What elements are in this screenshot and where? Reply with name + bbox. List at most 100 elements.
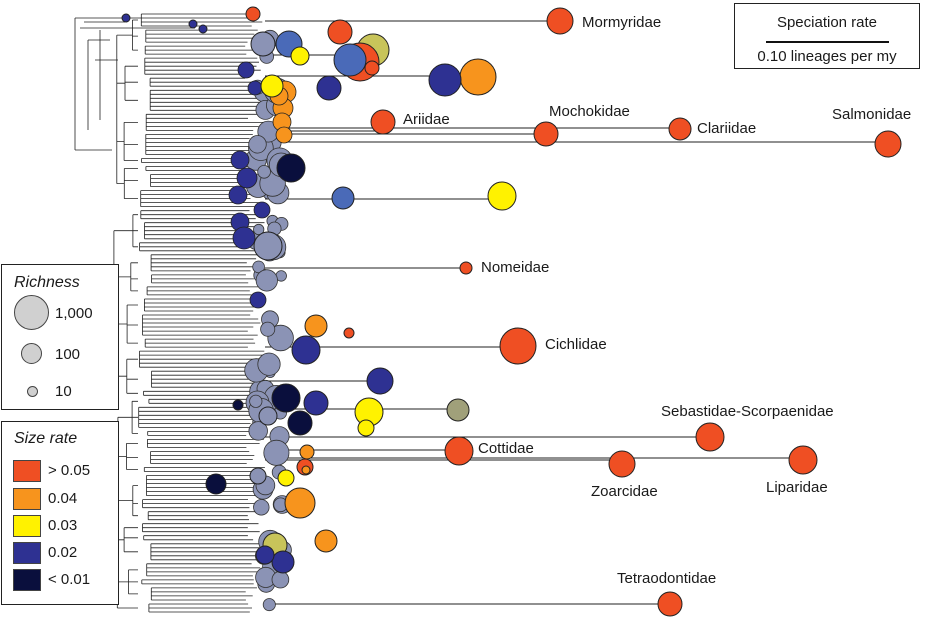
size-rate-item: < 0.01 (13, 569, 113, 592)
label-nomeidae: Nomeidae (481, 259, 549, 276)
richness-item-100: 100 (12, 343, 117, 369)
highlighted-tip-circle (333, 43, 367, 77)
label-salmonidae: Salmonidae (832, 106, 911, 123)
label-ariidae: Ariidae (403, 111, 450, 128)
highlighted-tip-circle (459, 58, 497, 96)
blue-tip-circle (237, 61, 255, 79)
highlighted-tip-circle (205, 473, 227, 495)
size-rate-swatch (13, 569, 41, 591)
background-tip-circle (257, 352, 281, 376)
label-zoarcidae: Zoarcidae (591, 483, 658, 500)
size-rate-item: 0.02 (13, 542, 113, 565)
highlighted-tip-circle (277, 469, 295, 487)
blue-tip-circle (253, 201, 271, 219)
highlighted-tip-circle (316, 75, 342, 101)
highlighted-tip-circle (314, 529, 338, 553)
highlighted-tip-circle (695, 422, 725, 452)
background-tip-circle (271, 570, 290, 589)
highlighted-tip-circle (245, 6, 261, 22)
highlighted-tip-circle (668, 117, 692, 141)
size-rate-swatch (13, 542, 41, 564)
highlighted-tip-circle (250, 31, 276, 57)
highlighted-tip-circle (188, 19, 198, 29)
highlighted-tip-circle (290, 46, 310, 66)
highlighted-tip-circle (444, 436, 474, 466)
size-rate-item: 0.03 (13, 515, 113, 538)
size-rate-item: > 0.05 (13, 460, 113, 483)
richness-label: 100 (55, 346, 81, 363)
size-rate-swatch (13, 460, 41, 482)
highlighted-tip-circle (657, 591, 683, 617)
speciation-rate-legend: Speciation rate 0.10 lineages per my (734, 3, 920, 69)
size-rate-label: 0.02 (48, 544, 78, 561)
highlighted-tip-circle (608, 450, 636, 478)
highlighted-tip-circle (874, 130, 902, 158)
background-tip-circle (263, 439, 290, 466)
label-cichlidae: Cichlidae (545, 336, 607, 353)
background-tip-circle (260, 321, 276, 337)
blue-tip-circle (228, 185, 248, 205)
highlighted-tip-circle (258, 406, 278, 426)
blue-tip-circle (232, 226, 256, 250)
highlighted-tip-circle (121, 13, 131, 23)
highlighted-tip-circle (366, 367, 394, 395)
size-rate-item: 0.04 (13, 488, 113, 511)
size-rate-label: < 0.01 (48, 571, 91, 588)
size-rate-label: 0.03 (48, 517, 78, 534)
highlighted-tip-circle (198, 24, 208, 34)
background-tip-circle (262, 598, 276, 612)
richness-item-10: 10 (12, 383, 117, 403)
background-tip-circle (252, 260, 265, 274)
highlighted-tip-circle (459, 261, 473, 275)
speciation-scale-bar (766, 41, 889, 43)
highlighted-tip-circle (260, 74, 284, 98)
richness-label: 10 (55, 383, 72, 400)
highlighted-tip-circle (357, 419, 375, 437)
highlighted-tip-circle (446, 398, 470, 422)
highlighted-tip-circle (304, 314, 328, 338)
highlighted-tip-circle (299, 444, 315, 460)
highlighted-tip-circle (301, 465, 311, 475)
highlighted-tip-circle (331, 186, 355, 210)
tree-branches (74, 13, 265, 613)
highlighted-tip-circle (271, 550, 295, 574)
size-rate-swatch (13, 515, 41, 537)
label-mormyridae: Mormyridae (582, 14, 661, 31)
highlighted-tip-circle (327, 19, 353, 45)
background-tip-circle (248, 135, 267, 154)
richness-circle-medium (21, 343, 42, 364)
blue-tip-circle (247, 80, 263, 96)
richness-circle-large (14, 295, 49, 330)
blue-tip-circle (236, 167, 258, 189)
highlighted-tip-circles (121, 6, 902, 617)
background-tip-circle (249, 394, 263, 408)
size-rate-legend-title: Size rate (14, 430, 78, 447)
family-labels: Mormyridae Ariidae Mochokidae Clariidae … (403, 14, 911, 587)
label-cottidae: Cottidae (478, 440, 534, 457)
highlighted-tip-circle (428, 63, 462, 97)
phylogenetic-tree (74, 13, 265, 613)
highlighted-tip-circle (364, 60, 380, 76)
highlighted-tip-circle (370, 109, 396, 135)
richness-legend-title: Richness (14, 274, 80, 291)
highlighted-tip-circle (546, 7, 574, 35)
highlighted-tip-circle (499, 327, 537, 365)
highlighted-tip-circle (533, 121, 559, 147)
highlighted-tip-circle (276, 153, 306, 183)
highlighted-tip-circle (253, 231, 283, 261)
label-liparidae: Liparidae (766, 479, 828, 496)
speciation-scale-label: 0.10 lineages per my (757, 48, 897, 65)
richness-label: 1,000 (55, 305, 93, 322)
size-rate-legend: Size rate > 0.05 0.04 0.03 0.02 < 0.01 (1, 421, 119, 605)
highlighted-tip-circle (287, 410, 313, 436)
size-rate-label: 0.04 (48, 490, 78, 507)
background-tip-circle (253, 499, 270, 516)
background-tip-circle (257, 165, 271, 179)
background-tip-circle (255, 269, 278, 292)
background-tip-circle (253, 223, 265, 236)
label-mochokidae: Mochokidae (549, 103, 630, 120)
size-rate-label: > 0.05 (48, 462, 91, 479)
highlighted-tip-circle (343, 327, 355, 339)
richness-item-1000: 1,000 (12, 295, 117, 331)
